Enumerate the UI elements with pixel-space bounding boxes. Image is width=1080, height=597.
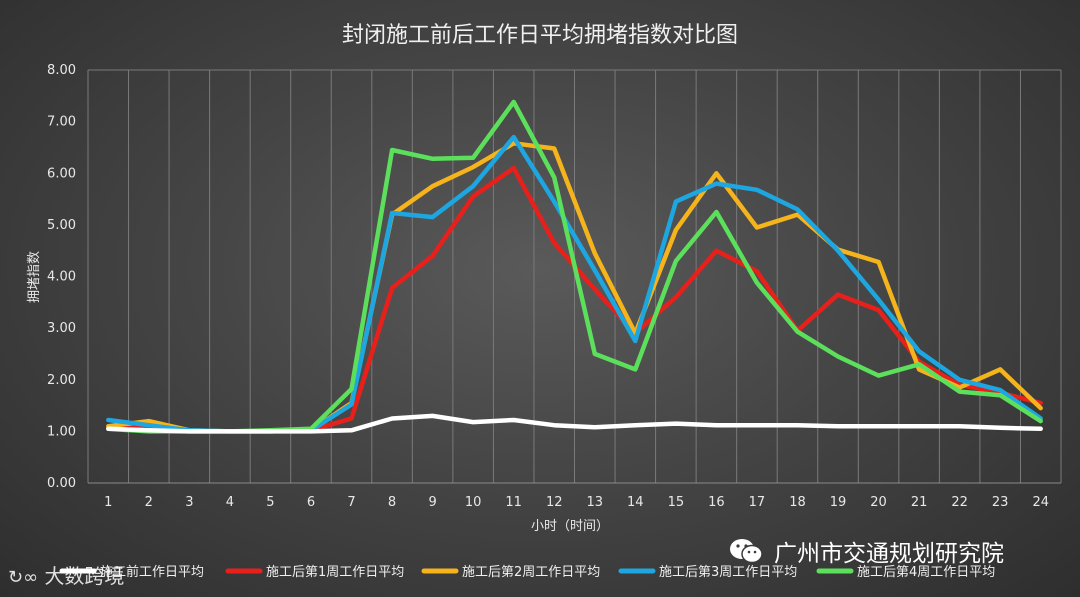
y-tick-label: 6.00 — [47, 166, 76, 181]
legend: 施工前工作日平均 施工后第1周工作日平均 施工后第2周工作日平均 施工后第3周工作日平… — [59, 564, 995, 580]
x-tick-label: 14 — [627, 495, 644, 510]
legend-label: 施工后第3周工作日平均 — [659, 565, 797, 580]
legend-label: 施工前工作日平均 — [100, 564, 204, 580]
x-tick-label: 2 — [145, 495, 153, 510]
x-tick-label: 11 — [505, 495, 522, 510]
y-tick-label: 0.00 — [47, 476, 76, 491]
y-tick-label: 8.00 — [47, 63, 76, 78]
x-tick-label: 17 — [749, 495, 766, 510]
x-tick-label: 5 — [266, 495, 274, 510]
y-tick-label: 2.00 — [47, 373, 76, 388]
x-tick-label: 23 — [992, 495, 1009, 510]
x-tick-label: 6 — [307, 495, 315, 510]
x-tick-label: 24 — [1032, 495, 1049, 510]
watermark-right: 广州市交通规划研究院 — [728, 534, 1004, 568]
y-tick-label: 1.00 — [47, 424, 76, 439]
x-tick-label: 21 — [911, 495, 928, 510]
watermark-right-text: 广州市交通规划研究院 — [774, 541, 1004, 567]
x-axis-ticks: 1 2 3 4 5 6 7 8 9 10 11 12 13 14 15 16 17 18 19 20 21 22 23 24 — [104, 495, 1049, 510]
y-tick-label: 7.00 — [47, 115, 76, 130]
series-line-1 — [106, 413, 1043, 434]
watermark-logo-icon: ↻∞ — [8, 567, 39, 588]
watermark-left: ↻∞ 大数跨境 — [8, 560, 124, 589]
y-tick-label: 4.00 — [47, 270, 76, 285]
x-tick-label: 8 — [388, 495, 396, 510]
x-tick-label: 3 — [185, 495, 193, 510]
y-tick-label: 3.00 — [47, 321, 76, 336]
wechat-icon — [728, 537, 764, 565]
x-tick-label: 10 — [465, 495, 482, 510]
x-tick-label: 7 — [347, 495, 355, 510]
x-tick-label: 9 — [428, 495, 436, 510]
y-axis-ticks: 0.00 1.00 2.00 3.00 4.00 5.00 6.00 7.00 8.00 — [47, 63, 76, 491]
x-tick-label: 4 — [226, 495, 234, 510]
legend-label: 施工后第1周工作日平均 — [266, 565, 404, 580]
gridlines — [87, 69, 1062, 484]
legend-label: 施工后第2周工作日平均 — [462, 565, 600, 580]
watermark-left-text: 大数跨境 — [44, 564, 125, 588]
x-tick-label: 18 — [789, 495, 806, 510]
x-tick-label: 13 — [586, 495, 603, 510]
y-tick-label: 5.00 — [47, 218, 76, 233]
series-lines — [106, 99, 1043, 434]
x-tick-label: 12 — [546, 495, 563, 510]
x-tick-label: 1 — [104, 495, 112, 510]
legend-label: 施工后第4周工作日平均 — [857, 565, 995, 580]
x-tick-label: 19 — [830, 495, 847, 510]
x-tick-label: 20 — [870, 495, 887, 510]
x-tick-label: 16 — [708, 495, 725, 510]
chart-title: 封闭施工前后工作日平均拥堵指数对比图 — [342, 23, 738, 48]
x-tick-label: 15 — [668, 495, 685, 510]
x-axis-label: 小时（时间） — [531, 519, 609, 534]
y-axis-label: 拥堵指数 — [27, 251, 42, 303]
x-tick-label: 22 — [951, 495, 968, 510]
